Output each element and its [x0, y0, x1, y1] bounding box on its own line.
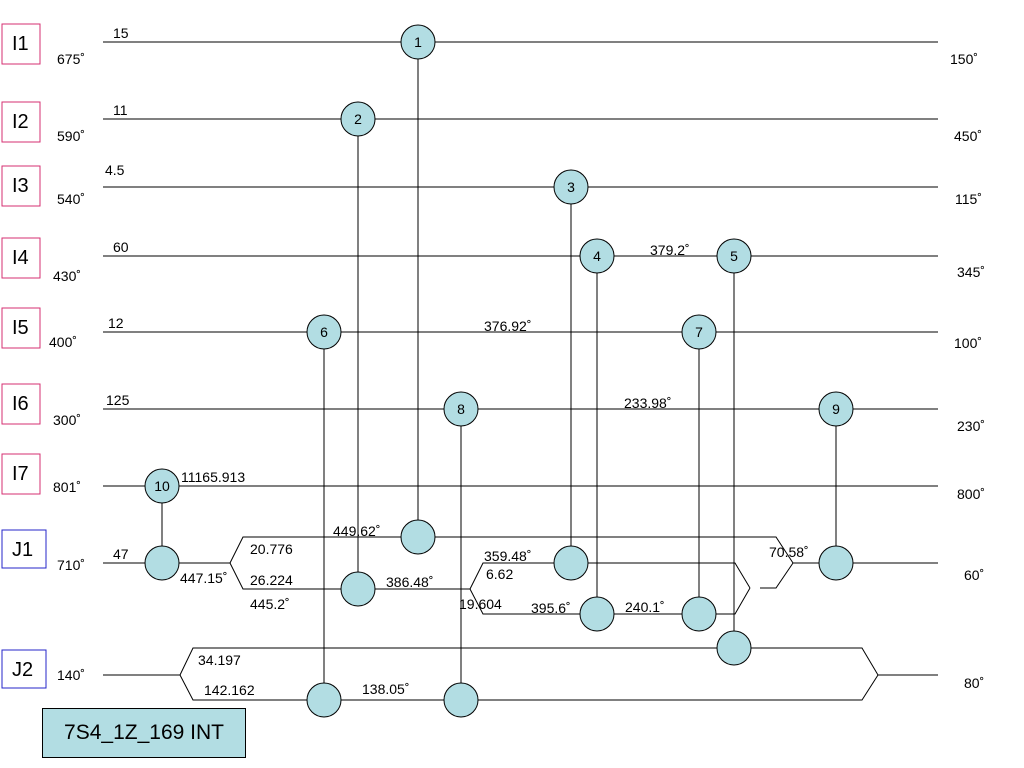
fcp-I4: 60 [113, 239, 129, 255]
tin-I4: 430˚ [53, 268, 81, 284]
stream-label-I7: I7 [1, 453, 41, 495]
fcp-J1: 47 [113, 546, 129, 562]
annotation-j1-ex4: 395.6˚ [531, 600, 571, 616]
tout-I6: 230˚ [957, 418, 985, 434]
stream-label-J2: J2 [1, 649, 47, 689]
tout-I2: 450˚ [954, 128, 982, 144]
exchanger-6-cold-side[interactable] [306, 682, 342, 718]
tout-J2: 80˚ [964, 675, 984, 691]
annotation-j1-after-10: 447.15˚ [180, 570, 227, 586]
exchanger-1[interactable]: 1 [400, 24, 436, 60]
exchanger-10[interactable]: 10 [144, 468, 180, 504]
tout-I1: 150˚ [950, 51, 978, 67]
annotation-i5-mid: 376.92˚ [484, 318, 531, 334]
annotation-j1-ex3: 359.48˚ [484, 548, 531, 564]
fcp-I1: 15 [113, 25, 129, 41]
annotation-j2-branch-top: 34.197 [198, 652, 241, 668]
fcp-I7: 11165.913 [181, 469, 245, 485]
tout-I5: 100˚ [954, 335, 982, 351]
tout-I4: 345˚ [957, 264, 985, 280]
tin-J2: 140˚ [57, 667, 85, 683]
annotation-j1-branch-top: 20.776 [250, 541, 293, 557]
svg-text:6: 6 [320, 324, 328, 340]
fcp-I2: 11 [113, 102, 128, 118]
exchanger-7-cold-side[interactable] [681, 596, 717, 632]
exchanger-5[interactable]: 5 [716, 238, 752, 274]
fcp-I6: 125 [106, 392, 130, 408]
svg-text:I5: I5 [12, 317, 29, 339]
exchanger-3[interactable]: 3 [553, 169, 589, 205]
exchanger-10-cold-side[interactable] [144, 545, 180, 581]
annotation-j1-split-a: 6.62 [486, 566, 513, 582]
stream-label-I6: I6 [1, 383, 41, 425]
tin-I5: 400˚ [49, 334, 77, 350]
svg-text:J1: J1 [12, 539, 33, 561]
svg-text:I6: I6 [12, 393, 29, 415]
fcp-I5: 12 [108, 315, 124, 331]
exchanger-9-cold-side[interactable] [818, 545, 854, 581]
tin-I2: 590˚ [57, 128, 85, 144]
exchanger-8[interactable]: 8 [443, 391, 479, 427]
stream-label-I2: I2 [1, 101, 41, 143]
tin-I7: 801˚ [53, 479, 81, 495]
exchanger-9[interactable]: 9 [818, 391, 854, 427]
exchanger-2[interactable]: 2 [340, 101, 376, 137]
svg-text:4: 4 [593, 248, 601, 264]
annotation-i4-mid: 379.2˚ [650, 242, 690, 258]
exchanger-5-cold-side[interactable] [716, 630, 752, 666]
exchanger-3-cold-side[interactable] [553, 545, 589, 581]
tout-I7: 800˚ [957, 486, 985, 502]
stream-label-I5: I5 [1, 307, 41, 349]
exchanger-7[interactable]: 7 [681, 314, 717, 350]
annotation-j1-below: 445.2˚ [250, 596, 290, 612]
annotation-j2-ex8: 138.05˚ [362, 681, 409, 697]
annotation-j1-split-b: 19.604 [459, 596, 502, 612]
tin-I3: 540˚ [57, 191, 85, 207]
svg-text:10: 10 [154, 478, 170, 494]
svg-text:1: 1 [414, 34, 422, 50]
annotation-j1-ex2: 386.48˚ [386, 574, 433, 590]
annotation-j1-ex9: 70.58˚ [769, 544, 809, 560]
annotation-j1-ex7: 240.1˚ [625, 599, 665, 615]
exchanger-4[interactable]: 4 [579, 238, 615, 274]
svg-text:5: 5 [730, 248, 738, 264]
fcp-I3: 4.5 [105, 162, 125, 178]
exchanger-4-cold-side[interactable] [579, 596, 615, 632]
svg-text:7: 7 [695, 324, 703, 340]
stream-label-I1: I1 [1, 23, 41, 65]
stream-label-J1: J1 [1, 529, 47, 569]
svg-text:I2: I2 [12, 111, 29, 133]
stream-label-I3: I3 [1, 165, 41, 207]
svg-text:2: 2 [354, 111, 362, 127]
tin-I1: 675˚ [57, 51, 85, 67]
annotation-j2-branch-bottom: 142.162 [204, 682, 255, 698]
tout-J1: 60˚ [964, 567, 984, 583]
exchanger-1-cold-side[interactable] [400, 519, 436, 555]
annotation-j1-branch-bottom: 26.224 [250, 572, 293, 588]
svg-text:I4: I4 [12, 247, 29, 269]
stream-line-J2 [103, 647, 938, 701]
svg-text:3: 3 [567, 179, 575, 195]
diagram-title-box: 7S4_1Z_169 INT [42, 708, 246, 758]
exchanger-8-cold-side[interactable] [443, 682, 479, 718]
tout-I3: 115˚ [955, 191, 982, 207]
diagram-title: 7S4_1Z_169 INT [64, 721, 224, 744]
stream-label-I4: I4 [1, 237, 41, 279]
svg-text:I3: I3 [12, 175, 29, 197]
svg-text:I1: I1 [12, 33, 29, 55]
tin-I6: 300˚ [53, 412, 81, 428]
tin-J1: 710˚ [57, 557, 85, 573]
annotation-j1-ex1: 449.62˚ [333, 523, 380, 539]
exchanger-6[interactable]: 6 [306, 314, 342, 350]
svg-text:J2: J2 [12, 659, 33, 681]
svg-text:9: 9 [832, 401, 840, 417]
annotation-i6-mid: 233.98˚ [624, 395, 671, 411]
svg-text:I7: I7 [12, 463, 29, 485]
exchanger-connectors [161, 42, 837, 700]
svg-text:8: 8 [457, 401, 465, 417]
exchanger-2-cold-side[interactable] [340, 571, 376, 607]
